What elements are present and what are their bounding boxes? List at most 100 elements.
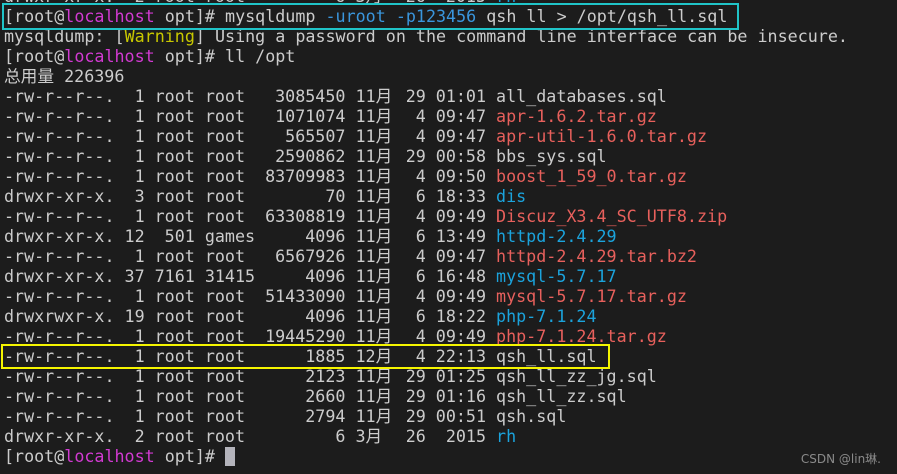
file-row: drwxr-xr-x. 2 root root 6 3月 26 2015 rh <box>4 426 848 446</box>
file-listing: -rw-r--r--. 1 root root 3085450 11月 29 01:01 all… <box>4 86 848 446</box>
file-links: 1 <box>134 106 145 126</box>
file-name: Discuz_X3.4_SC_UTF8.zip <box>496 206 728 226</box>
file-day: 6 <box>415 226 426 246</box>
file-time: 13:49 <box>435 226 487 246</box>
file-day: 4 <box>415 246 426 266</box>
command-ll: ll /opt <box>225 46 296 66</box>
file-row: -rw-r--r--. 1 root root 63308819 11月 4 09:49 Dis… <box>4 206 848 226</box>
command-name: mysqldump <box>225 6 326 26</box>
file-owner: root <box>154 326 195 346</box>
file-name: httpd-2.4.29 <box>496 226 617 246</box>
file-perms: -rw-r--r--. <box>4 386 115 406</box>
file-size: 2590862 <box>275 146 346 166</box>
file-month: 12月 <box>355 346 393 366</box>
file-group: root <box>204 126 246 146</box>
file-group: root <box>204 286 246 306</box>
file-group: root <box>204 306 246 326</box>
file-day: 29 <box>405 146 426 166</box>
warning-message: ] Using a password on the command line i… <box>194 26 848 46</box>
file-perms: -rw-r--r--. <box>4 106 115 126</box>
file-group: root <box>204 206 246 226</box>
file-size: 565507 <box>285 126 346 146</box>
file-month: 11月 <box>355 126 393 146</box>
file-day: 26 <box>405 426 426 446</box>
file-perms: -rw-r--r--. <box>4 206 115 226</box>
file-name: httpd-2.4.29.tar.bz2 <box>496 246 697 266</box>
file-links: 1 <box>134 206 145 226</box>
file-size: 2660 <box>305 386 346 406</box>
prompt-open: [root@ <box>4 46 65 66</box>
file-owner: root <box>154 126 195 146</box>
file-owner: root <box>154 166 195 186</box>
file-size: 2123 <box>305 366 346 386</box>
file-row: -rw-r--r--. 1 root root 83709983 11月 4 09:50 boo… <box>4 166 848 186</box>
file-links: 1 <box>134 246 145 266</box>
file-day: 4 <box>415 106 426 126</box>
file-owner: root <box>154 246 195 266</box>
file-month: 11月 <box>355 386 393 406</box>
file-row: -rw-r--r--. 1 root root 2794 11月 29 00:51 qsh.sq… <box>4 406 848 426</box>
prompt-open: [root@ <box>4 446 65 466</box>
file-day: 6 <box>415 186 426 206</box>
file-time: 09:47 <box>435 246 487 266</box>
file-row: -rw-r--r--. 1 root root 3085450 11月 29 01:01 all… <box>4 86 848 106</box>
file-group: games <box>204 226 256 246</box>
file-time: 16:48 <box>435 266 487 286</box>
file-links: 2 <box>134 426 145 446</box>
file-size: 51433090 <box>265 286 346 306</box>
file-links: 19 <box>124 306 145 326</box>
file-row: -rw-r--r--. 1 root root 2590862 11月 29 00:58 bbs… <box>4 146 848 166</box>
file-day: 4 <box>415 326 426 346</box>
file-row: -rw-r--r--. 1 root root 2660 11月 29 01:16 qsh_ll… <box>4 386 848 406</box>
file-month: 11月 <box>355 246 393 266</box>
file-perms: -rw-r--r--. <box>4 126 115 146</box>
file-time: 01:01 <box>435 86 487 106</box>
current-prompt[interactable]: [root@localhost opt]# <box>4 446 848 466</box>
warning-word: Warning <box>124 26 195 46</box>
file-month: 11月 <box>355 106 393 126</box>
file-links: 3 <box>134 186 145 206</box>
file-time: 09:50 <box>435 166 487 186</box>
file-owner: root <box>154 286 195 306</box>
file-row: -rw-r--r--. 1 root root 1071074 11月 4 09:47 apr-… <box>4 106 848 126</box>
file-day: 4 <box>415 286 426 306</box>
file-links: 1 <box>134 86 145 106</box>
file-size: 1071074 <box>275 106 346 126</box>
prompt-rest: opt]# <box>154 446 226 466</box>
file-size: 6567926 <box>275 246 346 266</box>
file-owner: root <box>154 86 195 106</box>
file-name: apr-util-1.6.0.tar.gz <box>496 126 708 146</box>
file-name: php-7.1.24 <box>496 306 597 326</box>
file-name: qsh_ll_zz_jg.sql <box>496 366 657 386</box>
file-month: 11月 <box>355 226 393 246</box>
file-row: drwxr-xr-x. 37 7161 31415 4096 11月 6 16:48 mysql… <box>4 266 848 286</box>
file-perms: -rw-r--r--. <box>4 406 115 426</box>
file-name: mysql-5.7.17.tar.gz <box>496 286 687 306</box>
file-perms: drwxrwxr-x. <box>4 306 115 326</box>
file-group: root <box>204 86 246 106</box>
file-perms: drwxr-xr-x. <box>4 426 115 446</box>
file-perms: drwxr-xr-x. <box>4 186 115 206</box>
file-name: qsh_ll.sql <box>496 346 597 366</box>
file-size: 6 <box>335 426 346 446</box>
file-owner: 7161 <box>154 266 195 286</box>
file-group: root <box>204 166 246 186</box>
file-row: -rw-r--r--. 1 root root 51433090 11月 4 09:49 mys… <box>4 286 848 306</box>
file-time: 18:22 <box>435 306 487 326</box>
file-owner: root <box>154 366 195 386</box>
file-group: root <box>204 346 246 366</box>
file-day: 29 <box>405 86 426 106</box>
file-size: 83709983 <box>265 166 346 186</box>
file-time: 01:16 <box>435 386 487 406</box>
file-month: 11月 <box>355 206 393 226</box>
command-line-ll: [root@localhost opt]# ll /opt <box>4 46 848 66</box>
file-owner: 501 <box>164 226 195 246</box>
prompt-host: localhost <box>64 6 155 26</box>
file-perms: drwxr-xr-x. <box>4 226 115 246</box>
file-row: -rw-r--r--. 1 root root 2123 11月 29 01:25 qsh_ll… <box>4 366 848 386</box>
file-perms: drwxr-xr-x. <box>4 266 115 286</box>
file-links: 1 <box>134 146 145 166</box>
file-row: -rw-r--r--. 1 root root 6567926 11月 4 09:47 http… <box>4 246 848 266</box>
file-perms: -rw-r--r--. <box>4 366 115 386</box>
file-group: root <box>204 366 246 386</box>
